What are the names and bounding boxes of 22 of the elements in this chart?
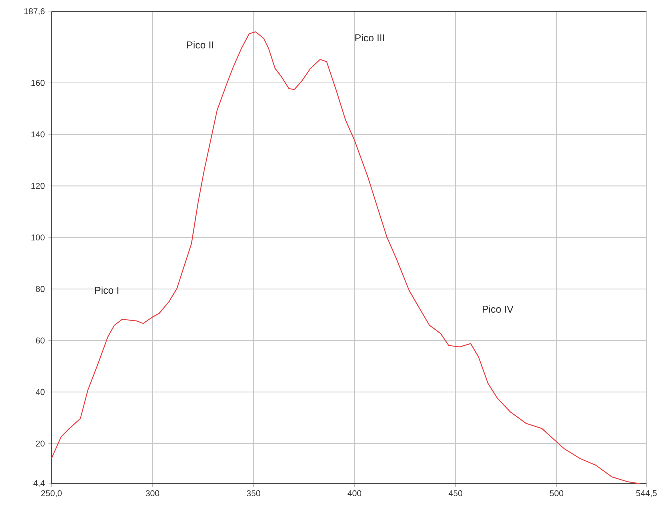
y-tick-label: 60 (36, 338, 45, 344)
x-tick-label: 450 (448, 490, 463, 496)
annotation: Pico II (187, 41, 214, 49)
y-tick-label: 20 (36, 440, 45, 447)
annotation: Pico III (356, 34, 384, 42)
x-tick-label: 350 (247, 490, 260, 496)
y-tick-label: 120 (32, 183, 45, 190)
x-tick-label: 544,5 (636, 490, 657, 498)
annotation: Pico I (95, 286, 119, 294)
y-tick-label: 40 (36, 389, 45, 396)
y-tick-label: 140 (32, 132, 45, 138)
y-tick-label: 100 (32, 234, 45, 241)
line-series (51, 32, 641, 484)
y-tick-label: 80 (36, 286, 45, 292)
annotation: Pico IV (482, 306, 514, 314)
x-tick-label: 500 (550, 490, 564, 496)
x-tick-label: 400 (348, 490, 362, 496)
x-tick-label: 250,0 (42, 490, 62, 498)
y-tick-label: 187,6 (24, 8, 45, 16)
x-tick-label: 300 (146, 490, 160, 496)
y-tick-label: 4,4 (34, 480, 45, 488)
y-tick-label: 160 (32, 80, 45, 86)
